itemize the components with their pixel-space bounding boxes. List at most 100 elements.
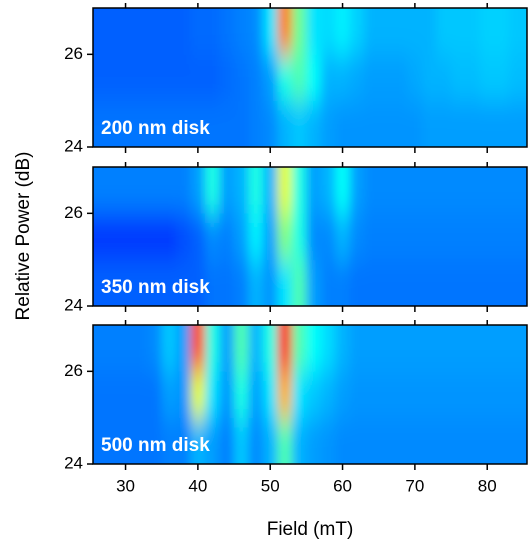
heatmap-cell xyxy=(451,417,467,464)
heatmap-cell xyxy=(451,100,467,147)
heatmap-cell xyxy=(349,167,365,214)
panel-label: 200 nm disk xyxy=(101,118,210,139)
heatmap-cell xyxy=(234,213,250,261)
heatmap-cell xyxy=(436,259,452,306)
heatmap-cell xyxy=(176,167,192,214)
heatmap-cell xyxy=(451,213,467,261)
heatmap-cell xyxy=(291,417,307,464)
heatmap-cell xyxy=(320,417,336,464)
heatmap-cell xyxy=(205,54,221,102)
heatmap-cell xyxy=(132,100,148,147)
heatmap-cell xyxy=(436,167,452,214)
heatmap-cell xyxy=(465,417,481,464)
heatmap-cell xyxy=(407,100,423,147)
heatmap-cell xyxy=(262,100,278,147)
heatmap-cell xyxy=(93,213,105,261)
heatmap-cell xyxy=(219,259,235,306)
heatmap-cell xyxy=(306,54,322,102)
heatmap-cell xyxy=(93,54,105,102)
heatmap-cell xyxy=(335,54,351,102)
heatmap-cell xyxy=(306,371,322,419)
heatmap-cell xyxy=(451,8,467,55)
heatmap-cell xyxy=(147,213,163,261)
panel-label: 500 nm disk xyxy=(101,435,210,456)
heatmap-cell xyxy=(494,325,510,372)
heatmap-cell xyxy=(219,54,235,102)
heatmap-cell xyxy=(465,213,481,261)
heatmap-cell xyxy=(103,371,119,419)
heatmap-cell xyxy=(422,213,438,261)
heatmap-cell xyxy=(407,417,423,464)
heatmap-cell xyxy=(306,213,322,261)
heatmap-cell xyxy=(277,417,293,464)
heatmap-cell xyxy=(118,213,134,261)
heatmap-cell xyxy=(277,213,293,261)
heatmap-cell xyxy=(277,259,293,306)
heatmap-cell xyxy=(291,213,307,261)
heatmap-cells xyxy=(93,167,527,306)
heatmap-cell xyxy=(393,325,409,372)
heatmap-cell xyxy=(465,8,481,55)
heatmap-cell xyxy=(320,8,336,55)
heatmap-cell xyxy=(465,259,481,306)
y-tick-label: 26 xyxy=(64,44,83,63)
heatmap-cell xyxy=(378,213,394,261)
heatmap-cell xyxy=(407,167,423,214)
heatmap-cell xyxy=(451,325,467,372)
heatmap-cell xyxy=(118,100,134,147)
heatmap-cell xyxy=(378,8,394,55)
heatmap-cell xyxy=(161,54,177,102)
heatmap-cell xyxy=(451,167,467,214)
heatmap-cell xyxy=(320,213,336,261)
heatmap-cell xyxy=(277,167,293,214)
heatmap-cell xyxy=(349,213,365,261)
heatmap-cell xyxy=(335,213,351,261)
heatmap-cell xyxy=(234,8,250,55)
heatmap-cell xyxy=(176,100,192,147)
heatmap-cell xyxy=(176,8,192,55)
heatmap-cell xyxy=(465,371,481,419)
heatmap-cell xyxy=(378,371,394,419)
heatmap-cell xyxy=(190,325,206,372)
heatmap-cell xyxy=(147,54,163,102)
heatmap-cell xyxy=(306,167,322,214)
heatmap-cell xyxy=(219,325,235,372)
heatmap-cell xyxy=(93,8,105,55)
heatmap-cell xyxy=(335,100,351,147)
y-tick-label: 24 xyxy=(64,295,83,314)
heatmap-cell xyxy=(291,325,307,372)
heatmap-cell xyxy=(508,54,527,102)
heatmap-cell xyxy=(422,100,438,147)
heatmap-cell xyxy=(147,371,163,419)
heatmap-cell xyxy=(364,371,380,419)
heatmap-cell xyxy=(407,213,423,261)
heatmap-cell xyxy=(103,167,119,214)
heatmap-cell xyxy=(364,54,380,102)
heatmap-cell xyxy=(93,100,105,147)
heatmap-cell xyxy=(306,8,322,55)
heatmap-cell xyxy=(147,167,163,214)
heatmap-cell xyxy=(190,213,206,261)
heatmap-cell xyxy=(436,100,452,147)
heatmap-cell xyxy=(407,54,423,102)
heatmap-cell xyxy=(234,417,250,464)
panel-label: 350 nm disk xyxy=(101,277,210,298)
heatmap-cell xyxy=(176,371,192,419)
heatmap-cell xyxy=(161,8,177,55)
heatmap-cell xyxy=(262,371,278,419)
heatmap-cell xyxy=(176,213,192,261)
heatmap-cell xyxy=(508,8,527,55)
heatmap-cells xyxy=(93,325,527,464)
heatmap-cell xyxy=(364,213,380,261)
heatmap-cell xyxy=(93,167,105,214)
x-axis-label: Field (mT) xyxy=(267,519,354,540)
heatmap-cell xyxy=(364,8,380,55)
heatmap-cell xyxy=(364,325,380,372)
heatmap-cell xyxy=(508,213,527,261)
heatmap-cell xyxy=(494,259,510,306)
heatmap-cell xyxy=(320,325,336,372)
x-tick-label: 30 xyxy=(116,476,135,495)
x-tick-label: 70 xyxy=(405,476,424,495)
heatmap-cell xyxy=(451,371,467,419)
